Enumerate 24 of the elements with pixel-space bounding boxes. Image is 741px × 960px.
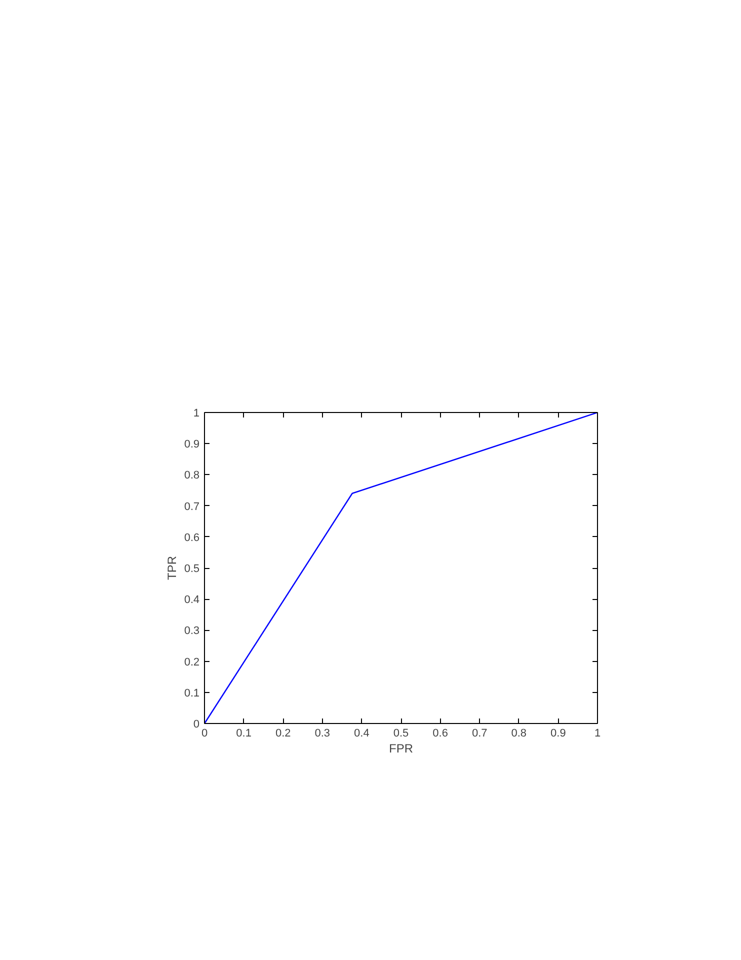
y-tick-label: 0.1 [184, 687, 200, 700]
x-tick-label: 0.5 [393, 728, 409, 740]
x-tick-label: 0.4 [354, 728, 370, 740]
x-tick-label: 0 [201, 728, 208, 740]
x-tick-label: 0.1 [236, 728, 252, 740]
x-tick-label: 0.6 [432, 728, 448, 740]
y-tick-label: 0 [193, 718, 200, 730]
y-tick-label: 0.2 [184, 656, 200, 668]
y-axis-title: TPR [165, 556, 180, 580]
y-tick-label: 0.7 [184, 500, 200, 513]
y-tick-label: 0.4 [184, 594, 200, 606]
x-axis-title: FPR [389, 742, 414, 756]
x-tick-label: 1 [594, 728, 601, 740]
y-tick-label: 0.3 [184, 625, 200, 638]
x-tick-label: 0.9 [550, 728, 566, 740]
y-tick-label: 0.6 [184, 532, 200, 544]
y-tick-label: 1 [193, 408, 200, 420]
y-tick-label: 0.9 [184, 438, 200, 451]
x-tick-label: 0.8 [511, 728, 527, 740]
x-tick-label: 0.2 [275, 728, 291, 740]
x-tick-label: 0.7 [472, 728, 488, 740]
x-tick-label: 0.3 [314, 728, 330, 740]
y-tick-label: 0.5 [184, 563, 200, 575]
y-tick-label: 0.8 [184, 470, 200, 482]
